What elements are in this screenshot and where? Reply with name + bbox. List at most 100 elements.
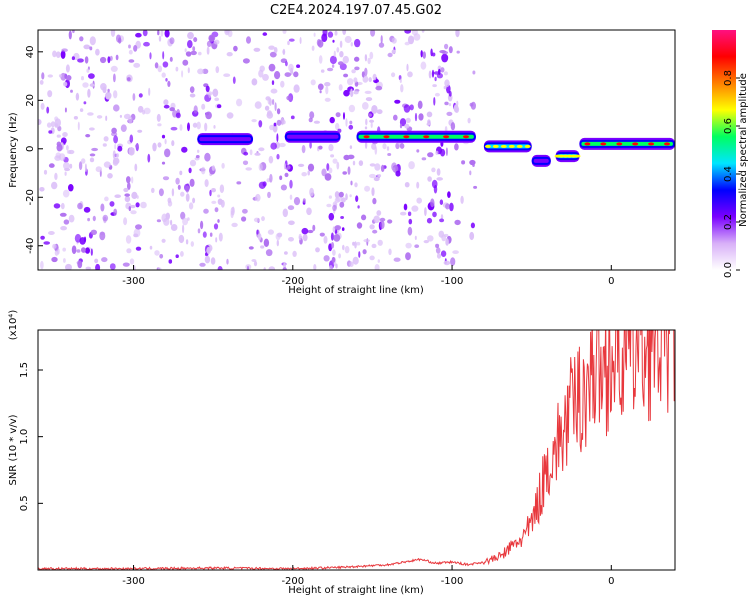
spectrogram-noise-cell [335, 196, 343, 202]
spectrogram-noise-cell [369, 51, 374, 60]
spectrogram-noise-cell [422, 51, 426, 59]
spectrogram-noise-cell [424, 207, 427, 217]
spectrogram-noise-cell [137, 129, 143, 133]
spectrogram-noise-cell [187, 40, 193, 49]
spectrogram-noise-cell [66, 145, 69, 151]
spectrogram-noise-cell [332, 204, 337, 212]
spectrogram-noise-cell [257, 233, 262, 241]
spectrogram-noise-cell [404, 41, 410, 46]
spectrogram-noise-cell [350, 180, 353, 186]
spectrogram-noise-cell [102, 143, 107, 147]
spectrogram-noise-cell [301, 227, 309, 235]
spectrogram-noise-cell [157, 267, 162, 270]
spectrogram-noise-cell [253, 217, 260, 223]
spectrogram-noise-cell [444, 43, 449, 50]
spectrogram-y-axis-label: Frequency (Hz) [8, 112, 19, 188]
spectrogram-noise-cell [406, 63, 409, 72]
spectrogram-noise-cell [236, 181, 242, 185]
spectrogram-noise-cell [298, 163, 305, 167]
spectrogram-noise-cell [58, 74, 63, 78]
spectrogram-x-tick-label: 0 [608, 276, 614, 287]
spectrogram-noise-cell [105, 115, 108, 122]
spectrogram-noise-cell [436, 168, 441, 176]
spectrogram-noise-cell [426, 217, 433, 224]
spectrogram-noise-cell [414, 235, 417, 240]
spectrogram-noise-cell [206, 246, 211, 255]
spectrogram-noise-cell [347, 78, 354, 86]
spectrogram-noise-cell [272, 124, 278, 133]
spectrogram-noise-cell [40, 260, 44, 270]
spectrogram-noise-cell [136, 195, 139, 199]
spectrogram-noise-cell [268, 63, 276, 72]
spectrogram-noise-cell [349, 145, 353, 150]
spectrogram-noise-cell [283, 163, 286, 170]
spectrogram-noise-cell [387, 52, 393, 58]
spectrogram-noise-cell [189, 93, 196, 98]
spectrogram-noise-cell [376, 109, 383, 115]
spectrogram-noise-cell [100, 203, 105, 212]
spectrogram-noise-cell [405, 252, 411, 261]
spectrogram-noise-cell [113, 208, 118, 216]
spectrogram-noise-cell [127, 182, 131, 191]
spectrogram-noise-cell [268, 266, 276, 270]
spectrogram-noise-cell [50, 121, 56, 128]
spectrogram-noise-cell [357, 205, 360, 209]
spectrogram-noise-cell [421, 157, 427, 161]
spectrogram-noise-cell [467, 117, 471, 124]
spectrogram-x-tick-label: -100 [441, 276, 464, 287]
spectrogram-noise-cell [282, 120, 286, 125]
spectrogram-noise-cell [134, 163, 138, 172]
spectrogram-noise-cell [225, 30, 229, 34]
colorbar-tick-label: 0.2 [723, 214, 734, 230]
spectrogram-noise-cell [278, 142, 286, 148]
spectrogram-noise-cell [312, 224, 316, 232]
colorbar-tick-label: 0.8 [723, 70, 734, 86]
spectrogram-noise-cell [444, 101, 449, 106]
spectrogram-noise-cell [38, 119, 42, 125]
spectrogram-noise-cell [337, 61, 344, 66]
spectrogram-noise-cell [77, 202, 83, 210]
spectrogram-noise-cell [218, 232, 223, 242]
spectrogram-noise-cell [408, 161, 415, 170]
spectrogram-noise-cell [110, 30, 116, 37]
spectrogram-noise-cell [61, 48, 68, 52]
spectrogram-noise-cell [113, 90, 118, 99]
spectrogram-noise-cell [433, 184, 438, 194]
spectrogram-noise-cell [75, 92, 80, 101]
spectrogram-noise-cell [232, 206, 235, 213]
spectrogram-noise-cell [329, 116, 335, 124]
spectrogram-noise-cell [288, 38, 295, 42]
spectrogram-noise-cell [460, 195, 464, 204]
spectrogram-noise-cell [253, 47, 261, 52]
spectrogram-noise-cell [156, 219, 161, 223]
spectrogram-noise-cell [261, 216, 265, 222]
snr-panel: -300 -200 -100 0 0.5 1.0 1.5 Height of straigh… [8, 310, 676, 596]
spectrogram-noise-cell [368, 113, 372, 117]
spectrogram-noise-cell [83, 206, 91, 213]
spectrogram-noise-cell [400, 211, 407, 216]
ridge-peak [423, 135, 430, 139]
spectrogram-noise-cell [469, 231, 475, 241]
spectrogram-noise-cell [124, 193, 130, 197]
spectrogram-noise-cell [133, 228, 141, 238]
spectrogram-noise-cell [407, 226, 413, 236]
spectrogram-noise-cell [79, 36, 84, 42]
spectrogram-noise-cell [445, 203, 450, 210]
spectrogram-noise-cell [313, 120, 320, 124]
spectrogram-noise-cell [377, 239, 383, 246]
spectrogram-noise-cell [266, 111, 274, 119]
spectrogram-noise-cell [215, 237, 218, 243]
ridge-peak [664, 142, 670, 146]
spectrogram-noise-cell [258, 163, 263, 171]
spectrogram-noise-cell [435, 243, 440, 248]
spectrogram-noise-cell [373, 176, 380, 182]
spectrogram-noise-cell [344, 245, 350, 254]
spectrogram-noise-cell [427, 235, 434, 242]
spectrogram-noise-cell [454, 219, 461, 226]
spectrogram-noise-cell [181, 146, 188, 153]
spectrogram-noise-cell [185, 185, 190, 193]
spectrogram-noise-cell [363, 239, 371, 243]
spectrogram-noise-cell [168, 259, 173, 264]
spectrogram-noise-cell [273, 47, 278, 54]
spectrogram-noise-cell [268, 45, 275, 50]
